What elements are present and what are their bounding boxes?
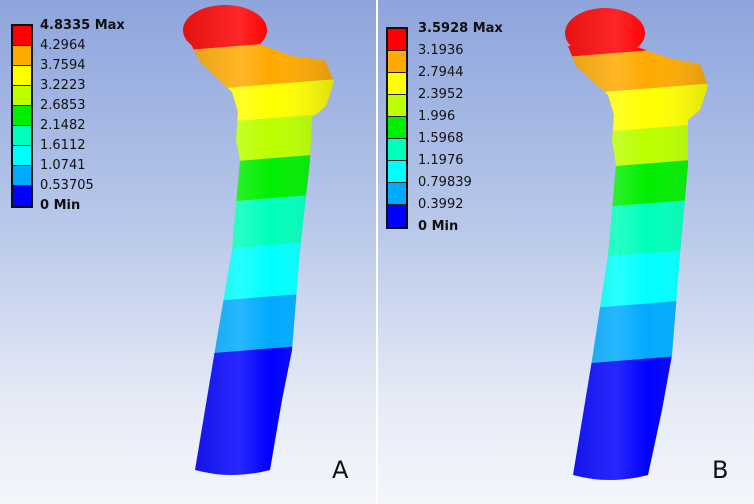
legend-swatch [13, 46, 31, 66]
legend-swatch [388, 183, 406, 205]
legend-label: 3.7594 [40, 58, 86, 73]
legend-swatch [13, 166, 31, 186]
legend-label: 2.7944 [418, 65, 464, 80]
legend-label: 0.79839 [418, 175, 472, 190]
panel-label: B [712, 456, 729, 484]
legend-color-bar [386, 27, 408, 229]
legend-swatch [13, 26, 31, 46]
legend-label: 1.6112 [40, 138, 86, 153]
legend-swatch [388, 73, 406, 95]
legend-label: 3.5928 Max [418, 21, 503, 36]
legend-swatch [388, 205, 406, 227]
legend-swatch [388, 29, 406, 51]
bone-shading [565, 8, 708, 480]
contour-plot-b: 3.5928 Max 3.1936 2.7944 2.3952 1.996 1.5968 1… [378, 0, 754, 504]
legend-label: 3.2223 [40, 78, 86, 93]
legend-label: 0.3992 [418, 197, 464, 212]
contour-plot-a: 4.8335 Max 4.2964 3.7594 3.2223 2.6853 2.1482… [0, 0, 376, 504]
legend-label: 2.1482 [40, 118, 86, 133]
legend-swatch [13, 126, 31, 146]
legend-label: 0.53705 [40, 178, 94, 193]
legend-swatch [13, 106, 31, 126]
legend-color-bar [11, 24, 33, 208]
legend-label: 2.3952 [418, 87, 464, 102]
legend-label: 0 Min [40, 198, 81, 213]
legend-swatch [13, 86, 31, 106]
legend-label: 2.6853 [40, 98, 86, 113]
legend-label: 4.8335 Max [40, 18, 125, 33]
legend-swatch [388, 161, 406, 183]
legend-swatch [388, 95, 406, 117]
legend-label: 1.0741 [40, 158, 86, 173]
legend-label: 1.5968 [418, 131, 464, 146]
legend-label: 1.1976 [418, 153, 464, 168]
legend-swatch [13, 186, 31, 206]
legend-label: 4.2964 [40, 38, 86, 53]
legend-swatch [388, 51, 406, 73]
legend-label: 1.996 [418, 109, 456, 124]
legend-label: 3.1936 [418, 43, 464, 58]
bone-shading [183, 5, 334, 475]
legend-swatch [13, 66, 31, 86]
legend-swatch [388, 139, 406, 161]
femur-model [183, 5, 334, 475]
legend-swatch [388, 117, 406, 139]
panel-label: A [332, 456, 349, 484]
femur-model [565, 8, 708, 480]
legend-label: 0 Min [418, 219, 459, 234]
legend-swatch [13, 146, 31, 166]
